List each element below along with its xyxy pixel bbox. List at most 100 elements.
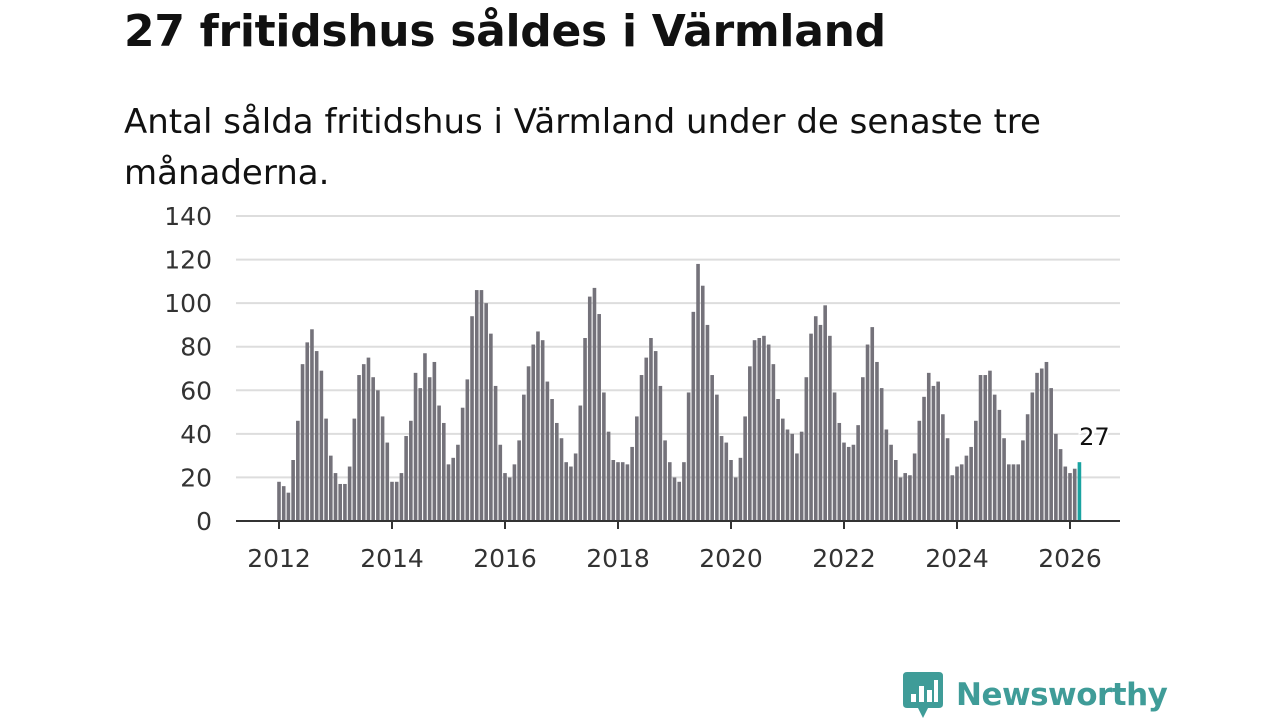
bar xyxy=(503,473,507,521)
bar xyxy=(1021,440,1025,521)
bar xyxy=(536,331,540,521)
bar xyxy=(884,429,889,521)
x-tick-label: 2012 xyxy=(247,544,311,573)
bar xyxy=(719,436,724,521)
bar xyxy=(465,379,470,521)
bar xyxy=(672,477,677,521)
bar xyxy=(649,338,653,521)
bar xyxy=(931,385,936,521)
bar xyxy=(587,296,592,521)
bar xyxy=(286,492,291,521)
bar xyxy=(470,316,474,521)
bar xyxy=(861,377,865,521)
bar xyxy=(540,340,545,521)
bar xyxy=(630,446,634,521)
bar xyxy=(992,394,997,521)
bar xyxy=(314,351,319,521)
bar xyxy=(762,335,766,521)
bar xyxy=(936,381,940,521)
bar xyxy=(832,392,837,521)
newsworthy-chart-bubble-icon xyxy=(903,672,943,718)
bar xyxy=(578,405,583,521)
y-tick-label: 0 xyxy=(196,507,212,536)
bar xyxy=(597,314,601,521)
bar xyxy=(733,477,738,521)
bar xyxy=(606,431,611,521)
bar xyxy=(809,333,813,521)
bar xyxy=(409,420,413,521)
bar xyxy=(564,462,569,521)
bar xyxy=(926,372,931,521)
bar xyxy=(489,333,493,521)
y-tick-label: 140 xyxy=(164,202,212,231)
bar xyxy=(281,486,286,521)
bar xyxy=(705,324,710,521)
bar xyxy=(780,418,785,521)
bar xyxy=(616,462,620,521)
bar xyxy=(479,290,484,521)
bar xyxy=(677,481,682,521)
x-tick-label: 2020 xyxy=(699,544,763,573)
bar xyxy=(554,422,559,521)
bar xyxy=(922,396,926,521)
bar xyxy=(522,394,526,521)
bar xyxy=(969,446,973,521)
chart-subtitle: Antal sålda fritidshus i Värmland under … xyxy=(124,102,1041,193)
bar xyxy=(865,344,870,521)
bar xyxy=(394,481,399,521)
bar xyxy=(328,455,333,521)
x-tick-label: 2014 xyxy=(360,544,424,573)
bar xyxy=(300,364,305,521)
bar xyxy=(1002,438,1006,521)
x-tick-label: 2024 xyxy=(925,544,989,573)
bar xyxy=(474,290,479,521)
x-axis-labels: 2012 2014 2016 2018 2020 2022 2024 2026 xyxy=(247,521,1102,573)
bar xyxy=(663,440,667,521)
bar xyxy=(644,357,649,521)
y-axis-labels: 0 20 40 60 80 100 120 140 xyxy=(164,202,212,536)
bar xyxy=(611,460,616,521)
bar xyxy=(856,425,860,521)
bar xyxy=(423,353,427,521)
bar xyxy=(545,381,550,521)
bar xyxy=(352,418,357,521)
bar xyxy=(1030,392,1035,521)
bar xyxy=(498,444,503,521)
bar xyxy=(413,372,418,521)
bar xyxy=(427,377,432,521)
bar xyxy=(842,442,846,521)
y-tick-label: 20 xyxy=(180,463,212,492)
bar xyxy=(639,375,644,521)
bar xyxy=(460,407,465,521)
highlight-value-label: 27 xyxy=(1079,423,1110,451)
bar xyxy=(550,399,554,521)
bar xyxy=(799,431,804,521)
bar xyxy=(828,335,832,521)
bar xyxy=(950,475,955,521)
bar xyxy=(1068,473,1072,521)
newsworthy-logo: Newsworthy xyxy=(902,670,1168,720)
bar xyxy=(917,420,922,521)
bar xyxy=(903,473,908,521)
bar xyxy=(357,375,361,521)
bar xyxy=(305,342,310,521)
bar xyxy=(531,344,536,521)
bar xyxy=(371,377,375,521)
annotation: 27 xyxy=(1077,421,1113,454)
bar xyxy=(361,364,366,521)
bar xyxy=(696,263,700,521)
bar xyxy=(912,453,917,521)
bar xyxy=(766,344,771,521)
bar xyxy=(347,466,352,521)
bar xyxy=(686,392,691,521)
bar xyxy=(771,364,776,521)
bar xyxy=(380,416,385,521)
bar xyxy=(893,460,898,521)
bar xyxy=(291,460,295,521)
bar xyxy=(517,440,521,521)
bar xyxy=(1044,361,1049,521)
bar xyxy=(997,409,1002,521)
bar xyxy=(366,357,371,521)
bar xyxy=(955,466,959,521)
bar xyxy=(1058,449,1063,521)
